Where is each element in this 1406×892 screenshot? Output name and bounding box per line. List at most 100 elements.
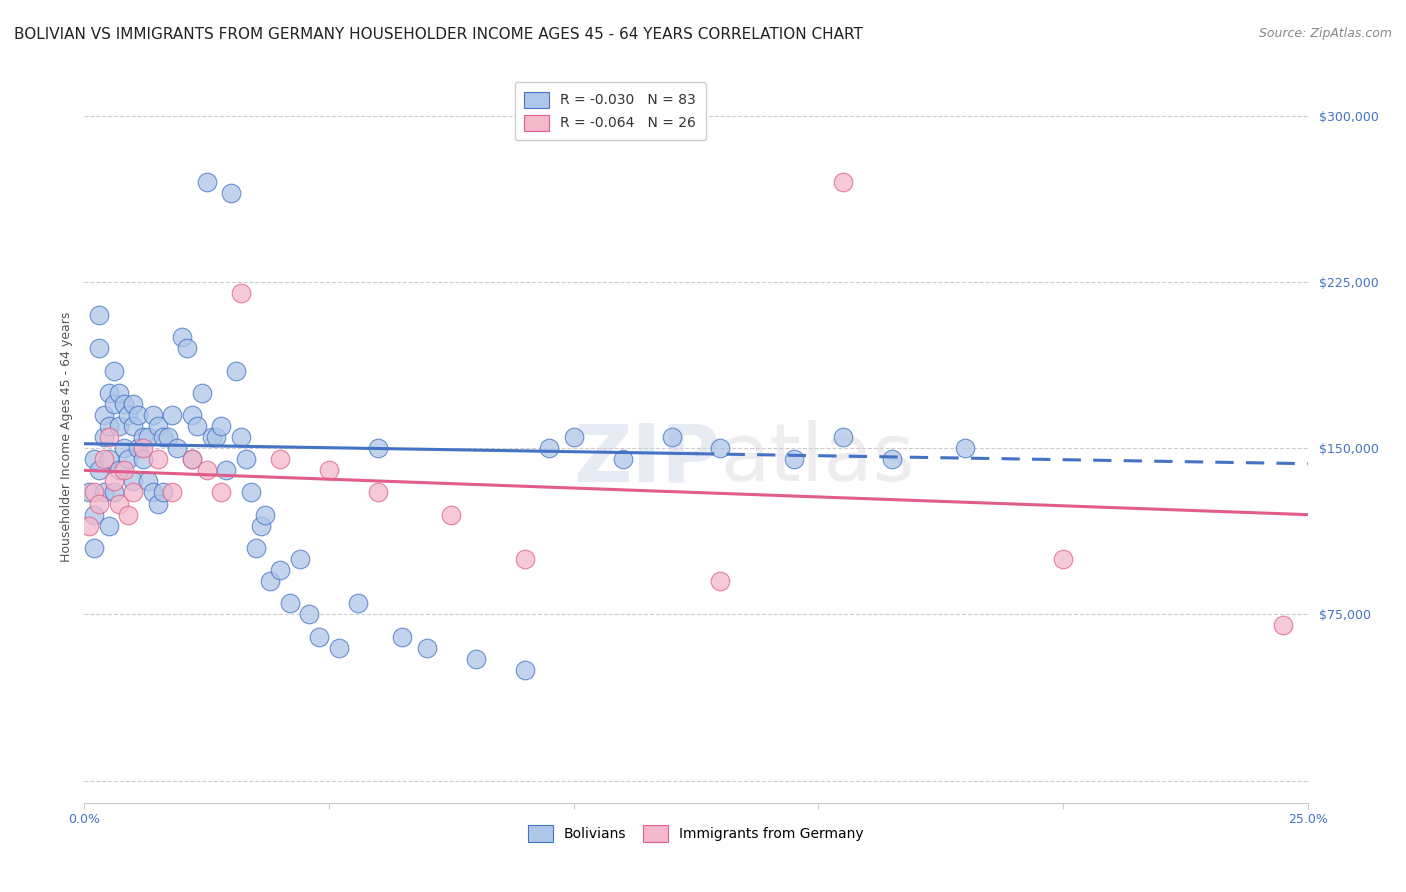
Text: ZIP: ZIP [574, 420, 720, 498]
Point [308, 630, 330, 644]
Point [142, 408, 165, 422]
Point [83, 508, 105, 522]
Point [245, 541, 267, 555]
Point [103, 363, 125, 377]
Point [181, 408, 204, 422]
Point [416, 640, 439, 655]
Point [195, 175, 218, 189]
Point [112, 463, 135, 477]
Point [103, 475, 125, 489]
Point [166, 441, 188, 455]
Point [328, 640, 350, 655]
Point [136, 475, 159, 489]
Point [156, 430, 179, 444]
Point [107, 497, 129, 511]
Point [209, 485, 232, 500]
Point [880, 452, 903, 467]
Point [538, 441, 561, 455]
Point [162, 408, 184, 422]
Point [107, 385, 129, 400]
Point [83, 452, 105, 467]
Point [146, 452, 169, 467]
Point [953, 441, 976, 455]
Point [97, 385, 120, 400]
Point [288, 552, 311, 566]
Point [209, 419, 232, 434]
Point [464, 651, 486, 665]
Point [200, 430, 222, 444]
Point [347, 596, 370, 610]
Point [97, 452, 120, 467]
Text: atlas: atlas [720, 420, 915, 498]
Point [152, 485, 174, 500]
Point [107, 463, 129, 477]
Point [87, 308, 110, 322]
Point [269, 452, 291, 467]
Point [513, 552, 536, 566]
Point [77, 485, 100, 500]
Point [97, 419, 120, 434]
Point [132, 452, 155, 467]
Point [661, 430, 683, 444]
Point [1272, 618, 1295, 632]
Point [513, 663, 536, 677]
Point [112, 441, 135, 455]
Point [318, 463, 340, 477]
Point [215, 463, 238, 477]
Point [77, 518, 100, 533]
Point [181, 452, 204, 467]
Point [562, 430, 585, 444]
Point [259, 574, 281, 589]
Point [440, 508, 463, 522]
Point [93, 452, 115, 467]
Point [191, 385, 214, 400]
Point [367, 485, 389, 500]
Point [103, 397, 125, 411]
Point [117, 408, 139, 422]
Point [93, 430, 115, 444]
Point [195, 463, 218, 477]
Point [205, 430, 228, 444]
Point [172, 330, 194, 344]
Point [239, 485, 262, 500]
Point [122, 419, 145, 434]
Point [103, 485, 125, 500]
Legend: Bolivians, Immigrants from Germany: Bolivians, Immigrants from Germany [523, 820, 869, 847]
Point [136, 430, 159, 444]
Point [132, 430, 155, 444]
Point [278, 596, 301, 610]
Point [225, 363, 247, 377]
Y-axis label: Householder Income Ages 45 - 64 years: Householder Income Ages 45 - 64 years [60, 312, 73, 562]
Text: BOLIVIAN VS IMMIGRANTS FROM GERMANY HOUSEHOLDER INCOME AGES 45 - 64 YEARS CORREL: BOLIVIAN VS IMMIGRANTS FROM GERMANY HOUS… [14, 27, 863, 42]
Point [122, 475, 145, 489]
Point [229, 430, 252, 444]
Point [162, 485, 184, 500]
Point [122, 485, 145, 500]
Point [117, 452, 139, 467]
Point [117, 508, 139, 522]
Text: Source: ZipAtlas.com: Source: ZipAtlas.com [1258, 27, 1392, 40]
Point [152, 430, 174, 444]
Point [298, 607, 321, 622]
Point [127, 408, 149, 422]
Point [1052, 552, 1074, 566]
Point [269, 563, 291, 577]
Point [219, 186, 242, 201]
Point [97, 430, 120, 444]
Point [87, 463, 110, 477]
Point [367, 441, 389, 455]
Point [186, 419, 208, 434]
Point [783, 452, 806, 467]
Point [612, 452, 634, 467]
Point [122, 397, 145, 411]
Point [229, 285, 252, 300]
Point [235, 452, 257, 467]
Point [831, 175, 853, 189]
Point [132, 441, 155, 455]
Point [249, 518, 271, 533]
Point [254, 508, 277, 522]
Point [93, 408, 115, 422]
Point [181, 452, 204, 467]
Point [97, 518, 120, 533]
Point [87, 497, 110, 511]
